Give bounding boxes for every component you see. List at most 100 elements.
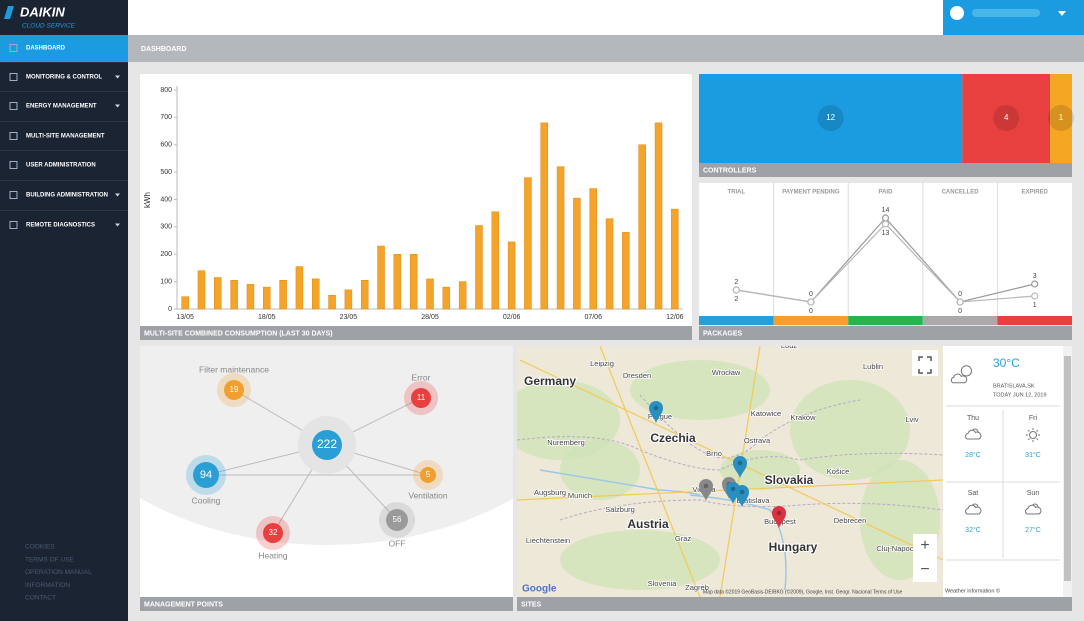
controller-count: 1	[1059, 113, 1064, 122]
site-marker-dot	[703, 483, 709, 489]
site-marker[interactable]	[699, 479, 713, 501]
map-country-label: Czechia	[650, 431, 696, 445]
menu-item[interactable]: MULTI-SITE MANAGEMENT	[26, 134, 105, 140]
forecast-temp: 27°C	[1025, 526, 1041, 534]
point-label: Filter maintenance	[199, 364, 269, 374]
user-menu[interactable]	[943, 0, 1084, 35]
controller-block[interactable]	[962, 74, 1051, 163]
footer-link[interactable]: CONTACT	[25, 595, 56, 602]
point-value: 19	[230, 385, 239, 394]
footer-link[interactable]: TERMS OF USE	[25, 556, 74, 563]
point-node[interactable]	[386, 509, 408, 531]
map-river	[539, 469, 701, 496]
controller-badge	[993, 105, 1020, 131]
menu-item[interactable]: REMOTE DIAGNOSTICS	[26, 223, 95, 229]
site-marker[interactable]	[772, 506, 786, 528]
breadcrumb-bar	[128, 35, 1084, 62]
logo: DAIKIN	[20, 4, 65, 19]
package-strip	[773, 316, 849, 325]
map-city-label: Munich	[568, 491, 592, 500]
weather-icon	[950, 373, 968, 384]
weather-icon	[965, 504, 982, 515]
forecast-temp: 32°C	[965, 526, 981, 534]
controller-block[interactable]	[1050, 74, 1072, 163]
zoom-in[interactable]: +	[920, 537, 929, 554]
menu-caret	[115, 223, 120, 227]
y-tick-label: 600	[160, 142, 172, 149]
site-marker[interactable]	[733, 456, 747, 478]
x-tick-label: 12/06	[666, 314, 684, 321]
map-city-label: Košice	[827, 467, 850, 476]
zoom-out[interactable]: −	[920, 561, 929, 578]
controller-block[interactable]	[699, 74, 963, 163]
menu-item[interactable]: DASHBOARD	[26, 46, 66, 52]
panel-title: SITES	[521, 601, 542, 608]
menu-icon[interactable]	[9, 132, 18, 140]
point-node[interactable]	[224, 380, 244, 400]
point-node[interactable]	[420, 467, 436, 483]
logo-mark	[4, 6, 14, 19]
bar	[556, 166, 565, 310]
package-value: 0	[809, 291, 813, 298]
weather-icon	[965, 429, 982, 440]
y-axis-label: kWh	[143, 192, 152, 208]
map-city-label: Augsburg	[534, 488, 566, 497]
fullscreen-icon	[918, 356, 932, 374]
site-marker[interactable]	[735, 485, 749, 507]
bar	[377, 245, 385, 310]
controller-badge	[817, 105, 844, 131]
package-value: 0	[958, 308, 962, 315]
menu-icon[interactable]	[9, 102, 18, 110]
site-marker-dot	[737, 460, 743, 466]
menu-icon[interactable]	[9, 73, 18, 81]
footer-link[interactable]: OPERATION MANUAL	[25, 569, 92, 576]
point-value: 5	[426, 470, 431, 479]
package-value: 3	[1033, 273, 1037, 280]
footer-link[interactable]: COOKIES	[25, 544, 55, 551]
map-canvas: Germany Leipzig Dresden Wrocław Łódź Lublin Pr…	[517, 346, 943, 597]
map-country-label: Slovakia	[765, 473, 814, 487]
point-node[interactable]	[411, 388, 431, 408]
user-caret	[1058, 11, 1066, 16]
menu-item[interactable]: BUILDING ADMINISTRATION	[26, 193, 108, 199]
bar	[246, 284, 255, 310]
package-strip	[997, 316, 1072, 325]
map-city-label: Zagreb	[685, 583, 709, 592]
fullscreen-button[interactable]	[912, 350, 938, 376]
map-road	[519, 359, 943, 561]
menu-icon[interactable]	[9, 191, 18, 199]
site-marker[interactable]	[649, 401, 663, 423]
menu-item[interactable]: ENERGY MANAGEMENT	[26, 104, 97, 110]
map-city-label: Lviv	[905, 415, 919, 424]
weather-icon-ray	[1036, 429, 1039, 432]
site-marker[interactable]	[726, 482, 740, 504]
menu-item[interactable]: USER ADMINISTRATION	[26, 163, 96, 169]
package-value: 0	[958, 291, 962, 298]
menu-icon[interactable]	[9, 221, 18, 229]
x-tick-label: 23/05	[340, 314, 358, 321]
logo-sub: CLOUD SERVICE	[22, 23, 76, 30]
weather-temp: 30°C	[993, 356, 1020, 370]
menu-item[interactable]: MONITORING & CONTROL	[26, 75, 103, 81]
bar	[181, 296, 189, 310]
menu-icon[interactable]	[9, 161, 18, 169]
point-label: Cooling	[192, 495, 221, 505]
point-value: 11	[417, 393, 426, 402]
map-road	[599, 346, 701, 597]
site-marker-dot	[730, 486, 736, 492]
point-node[interactable]	[193, 462, 219, 488]
y-tick-label: 800	[160, 87, 172, 94]
point-node[interactable]	[263, 523, 283, 543]
menu-icon[interactable]	[9, 44, 18, 52]
map-forest	[630, 360, 770, 420]
map-city-label: Ostrava	[744, 436, 771, 445]
total-node[interactable]	[312, 430, 342, 460]
map-attribution: Map data ©2019 GeoBasis-DE/BKG (©2009), …	[703, 588, 903, 595]
menu-caret	[115, 104, 120, 108]
site-marker-dot	[653, 405, 659, 411]
footer-link[interactable]: INFORMATION	[25, 582, 70, 589]
forecast-day: Thu	[967, 415, 979, 422]
scrollbar-thumb[interactable]	[1064, 356, 1071, 581]
controller-count: 12	[826, 113, 835, 122]
